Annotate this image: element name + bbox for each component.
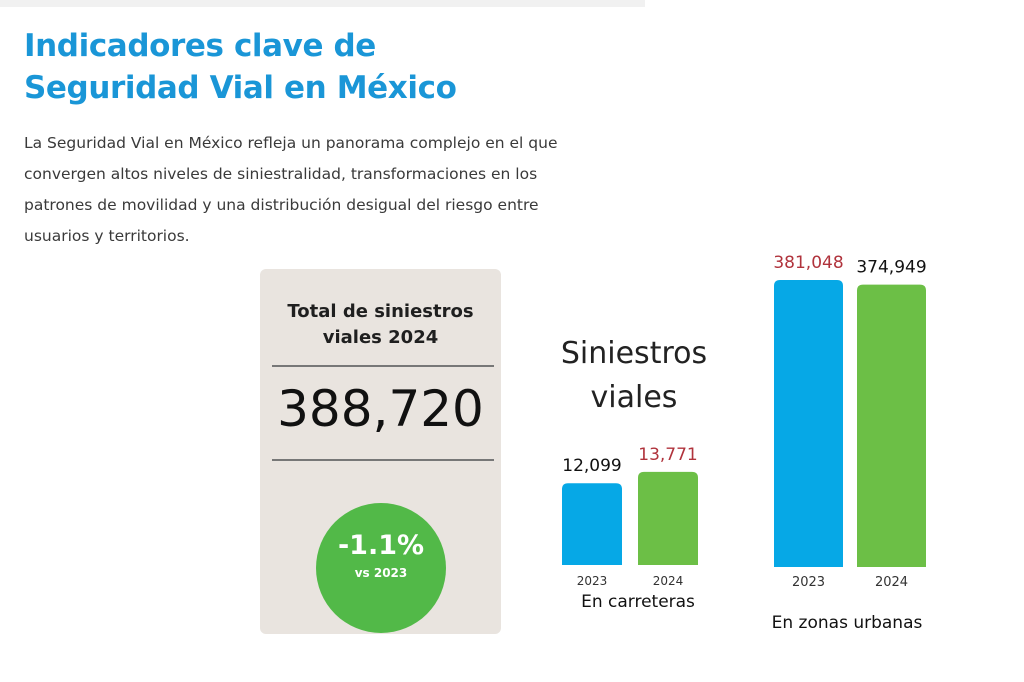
page-title: Indicadores clave de Seguridad Vial en M… — [24, 25, 544, 109]
category-label: 2023 — [792, 575, 825, 590]
page-title-line-1: Indicadores clave de — [24, 28, 376, 64]
bar-1-2023 — [774, 280, 843, 567]
total-label-line-2: viales 2024 — [322, 327, 439, 348]
change-value: -1.1% — [337, 530, 425, 561]
bar-value-label: 13,771 — [638, 445, 697, 465]
top-bar — [0, 0, 645, 7]
bar-value-label: 12,099 — [562, 456, 621, 476]
chart-title-line-1: Siniestros — [560, 335, 708, 371]
intro-paragraph: La Seguridad Vial en México refleja un p… — [24, 128, 624, 252]
bar-1-2024 — [857, 284, 926, 567]
total-label: Total de siniestros viales 2024 — [270, 299, 491, 351]
intro-line-4: usuarios y territorios. — [24, 227, 190, 245]
change-circle: -1.1% vs 2023 — [316, 503, 446, 633]
category-label: 2024 — [653, 574, 684, 588]
bar-0-2023 — [562, 483, 622, 565]
total-label-line-1: Total de siniestros — [287, 301, 474, 322]
chart-title: Siniestros viales — [549, 332, 719, 420]
bar-value-label: 374,949 — [856, 258, 926, 278]
category-label: 2023 — [577, 574, 608, 588]
total-card: Total de siniestros viales 2024 388,720 … — [260, 269, 501, 634]
card-divider-bottom — [272, 459, 494, 461]
group-label: En zonas urbanas — [772, 613, 923, 633]
total-value: 388,720 — [277, 380, 484, 438]
bar-0-2024 — [638, 471, 698, 565]
change-note: vs 2023 — [354, 566, 408, 580]
bar-value-label: 381,048 — [773, 253, 843, 273]
page-title-line-2: Seguridad Vial en México — [24, 70, 457, 106]
chart-title-line-2: viales — [590, 379, 678, 415]
intro-line-3: patrones de movilidad y una distribución… — [24, 196, 539, 214]
category-label: 2024 — [875, 575, 908, 590]
card-divider-top — [272, 365, 494, 367]
intro-line-2: convergen altos niveles de siniestralida… — [24, 165, 538, 183]
group-label: En carreteras — [581, 592, 695, 612]
intro-line-1: La Seguridad Vial en México refleja un p… — [24, 134, 558, 152]
